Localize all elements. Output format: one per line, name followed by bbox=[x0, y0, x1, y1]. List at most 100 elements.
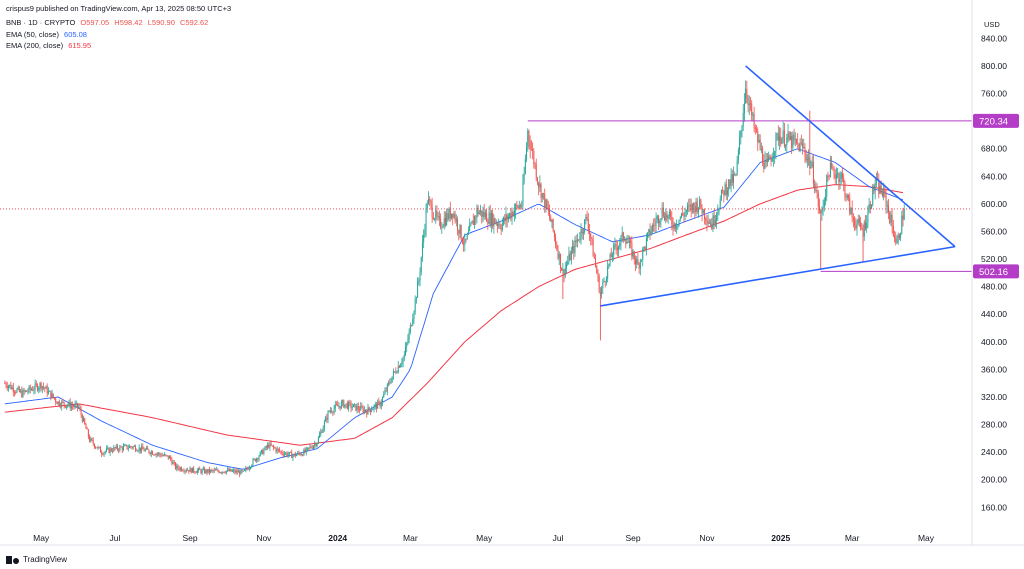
candle-body bbox=[135, 446, 137, 451]
ema50-legend[interactable]: EMA (50, close) 605.08 bbox=[6, 30, 87, 39]
candle-body bbox=[178, 468, 180, 470]
candle-body bbox=[800, 142, 802, 144]
candle-body bbox=[22, 389, 24, 397]
candle-body bbox=[610, 254, 612, 258]
candle-body bbox=[326, 417, 328, 420]
candle-body bbox=[505, 214, 507, 222]
candle-body bbox=[379, 401, 381, 407]
x-tick-label: 2025 bbox=[771, 533, 790, 543]
ema200-legend[interactable]: EMA (200, close) 615.95 bbox=[6, 41, 91, 50]
candle-body bbox=[79, 406, 81, 410]
candle-body bbox=[443, 217, 445, 227]
candle-body bbox=[741, 125, 743, 132]
candle-body bbox=[656, 216, 658, 220]
candle-body bbox=[795, 138, 797, 143]
y-tick-label: 320.00 bbox=[981, 392, 1007, 402]
candle-body bbox=[45, 386, 47, 389]
candle-body bbox=[337, 404, 339, 407]
y-tick-label: 360.00 bbox=[981, 364, 1007, 374]
candle-body bbox=[469, 225, 471, 232]
candle-body bbox=[352, 404, 354, 408]
candle-body bbox=[510, 213, 512, 219]
candle-body bbox=[839, 178, 841, 182]
candle-body bbox=[584, 219, 586, 233]
candle-body bbox=[328, 411, 330, 412]
candle-body bbox=[383, 394, 385, 398]
y-tick-label: 840.00 bbox=[981, 33, 1007, 43]
candle-body bbox=[618, 246, 620, 251]
candle-body bbox=[654, 225, 656, 227]
candle-body bbox=[349, 402, 351, 403]
candle-body bbox=[826, 175, 828, 197]
candle-body bbox=[707, 221, 709, 224]
candle-body bbox=[739, 137, 741, 151]
candle-body bbox=[74, 404, 76, 407]
candle-body bbox=[637, 259, 639, 265]
candle-body bbox=[668, 212, 670, 216]
candle-body bbox=[69, 401, 71, 409]
candle-body bbox=[426, 204, 428, 208]
candle-body bbox=[495, 223, 497, 225]
candle-body bbox=[378, 401, 380, 403]
candle-body bbox=[246, 468, 248, 470]
candle-body bbox=[461, 239, 463, 244]
candle-body bbox=[573, 245, 575, 253]
candle-body bbox=[804, 146, 806, 155]
candle-body bbox=[542, 193, 544, 195]
candle-body bbox=[432, 217, 434, 220]
candle-body bbox=[521, 205, 523, 207]
y-axis[interactable]: 160.00 200.00 240.00 280.00 320.00 360.00 400.… bbox=[971, 0, 1019, 545]
candle-body bbox=[598, 275, 600, 293]
x-tick-label: Sep bbox=[626, 533, 641, 543]
candle-body bbox=[779, 136, 781, 141]
tradingview-logo[interactable]: TradingView bbox=[6, 555, 67, 564]
candle-body bbox=[434, 218, 436, 220]
candle-body bbox=[342, 400, 344, 403]
candle-body bbox=[5, 383, 7, 387]
candle-body bbox=[872, 186, 874, 205]
candle-body bbox=[46, 386, 48, 394]
candle-body bbox=[657, 216, 659, 224]
candle-body bbox=[224, 472, 226, 474]
candle-body bbox=[478, 212, 480, 215]
candle-body bbox=[40, 383, 42, 389]
candle-body bbox=[576, 239, 578, 243]
candle-body bbox=[89, 436, 91, 442]
symbol-legend[interactable]: BNB · 1D · CRYPTO O597.05 H598.42 L590.9… bbox=[6, 18, 208, 27]
candle-body bbox=[213, 469, 215, 471]
candle-body bbox=[881, 193, 883, 197]
candle-body bbox=[825, 196, 827, 200]
candle-body bbox=[397, 365, 399, 373]
candle-body bbox=[322, 427, 324, 433]
candle-body bbox=[166, 455, 168, 456]
candle-body bbox=[878, 179, 880, 194]
tradingview-brand: TradingView bbox=[23, 555, 68, 564]
candle-body bbox=[564, 267, 566, 276]
candle-body bbox=[263, 449, 265, 455]
candle-body bbox=[417, 281, 419, 298]
candle-body bbox=[671, 217, 673, 225]
candle-body bbox=[855, 225, 857, 229]
x-axis[interactable]: May Jul Sep Nov 2024 Mar May Jul Sep Nov 2025 Mar Ma… bbox=[0, 533, 1024, 546]
candle-body bbox=[350, 402, 352, 409]
candle-body bbox=[787, 132, 789, 138]
candle-body bbox=[821, 209, 823, 214]
y-tick-label: 760.00 bbox=[981, 89, 1007, 99]
candle-body bbox=[678, 219, 680, 226]
candle-body bbox=[275, 448, 277, 452]
candle-body bbox=[648, 229, 650, 233]
candle-body bbox=[162, 455, 164, 457]
candle-body bbox=[677, 225, 679, 227]
candle-body bbox=[660, 218, 662, 222]
candle-body bbox=[869, 203, 871, 209]
candle-body bbox=[471, 220, 473, 224]
candle-body bbox=[762, 148, 764, 163]
candle-body bbox=[527, 130, 529, 147]
candle-body bbox=[218, 471, 220, 473]
candle-body bbox=[270, 443, 272, 446]
candle-body bbox=[345, 403, 347, 405]
candle-body bbox=[216, 469, 218, 471]
candle-body bbox=[708, 221, 710, 224]
candle-body bbox=[293, 453, 295, 456]
